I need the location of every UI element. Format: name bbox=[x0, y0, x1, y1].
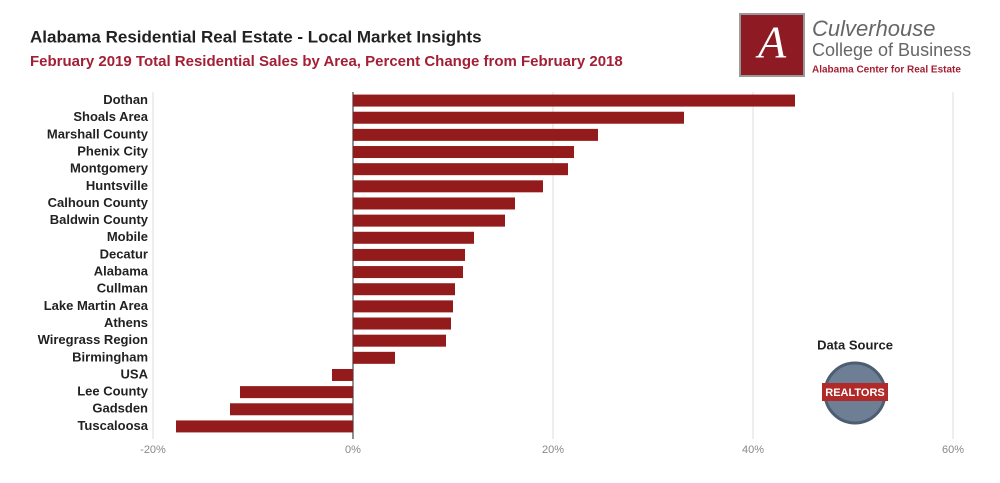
logo-box bbox=[739, 13, 805, 77]
logo-name: Culverhouse bbox=[812, 16, 936, 41]
y-tick-label: Alabama bbox=[94, 264, 149, 279]
x-tick-label: 20% bbox=[542, 444, 564, 456]
y-tick-label: Decatur bbox=[100, 246, 148, 261]
bar bbox=[176, 420, 353, 433]
y-tick-label: Gadsden bbox=[92, 401, 148, 416]
bar bbox=[353, 94, 795, 107]
bar bbox=[240, 386, 353, 399]
x-tick-label: 60% bbox=[942, 444, 964, 456]
y-tick-label: Calhoun County bbox=[48, 195, 149, 210]
y-tick-label: Dothan bbox=[103, 92, 148, 107]
x-tick-label: -20% bbox=[140, 444, 166, 456]
bar bbox=[353, 334, 446, 347]
y-tick-label: USA bbox=[121, 366, 149, 381]
bar bbox=[230, 403, 353, 416]
y-tick-label: Lee County bbox=[77, 384, 149, 399]
logo-letter: A bbox=[755, 17, 787, 68]
bar bbox=[353, 300, 453, 313]
logo-college: College of Business bbox=[812, 40, 971, 60]
bar bbox=[353, 317, 451, 330]
y-tick-label: Tuscaloosa bbox=[77, 418, 148, 433]
y-tick-label: Phenix City bbox=[77, 143, 149, 158]
x-tick-label: 40% bbox=[742, 444, 764, 456]
data-source-label: Data Source bbox=[817, 337, 893, 352]
x-tick-label: 0% bbox=[345, 444, 361, 456]
bar bbox=[353, 197, 515, 210]
bar bbox=[353, 214, 505, 227]
logo-center: Alabama Center for Real Estate bbox=[812, 65, 961, 76]
bar bbox=[353, 266, 463, 279]
bar bbox=[353, 351, 395, 364]
y-tick-label: Birmingham bbox=[72, 349, 148, 364]
y-tick-label: Shoals Area bbox=[73, 109, 148, 124]
bar bbox=[353, 146, 574, 159]
bar bbox=[332, 368, 353, 381]
bar bbox=[353, 248, 465, 261]
y-tick-label: Marshall County bbox=[47, 126, 149, 141]
y-tick-label: Cullman bbox=[97, 281, 148, 296]
y-tick-label: Huntsville bbox=[86, 178, 148, 193]
y-tick-label: Baldwin County bbox=[50, 212, 149, 227]
bar bbox=[353, 283, 455, 296]
realtors-badge: REALTORS bbox=[822, 361, 888, 425]
bar bbox=[353, 111, 684, 124]
y-tick-label: Mobile bbox=[107, 229, 148, 244]
badge-text: REALTORS bbox=[825, 387, 885, 399]
y-tick-label: Wiregrass Region bbox=[38, 332, 148, 347]
chart-subtitle: February 2019 Total Residential Sales by… bbox=[30, 53, 623, 70]
chart-title: Alabama Residential Real Estate - Local … bbox=[30, 27, 482, 46]
badge-band bbox=[822, 383, 888, 401]
bar bbox=[353, 180, 543, 193]
bar bbox=[353, 163, 568, 176]
y-tick-label: Montgomery bbox=[70, 161, 149, 176]
bar bbox=[353, 231, 474, 244]
y-tick-label: Athens bbox=[104, 315, 148, 330]
y-tick-label: Lake Martin Area bbox=[44, 298, 149, 313]
logo: A Culverhouse College of Business Alabam… bbox=[739, 13, 971, 77]
bar bbox=[353, 128, 598, 141]
